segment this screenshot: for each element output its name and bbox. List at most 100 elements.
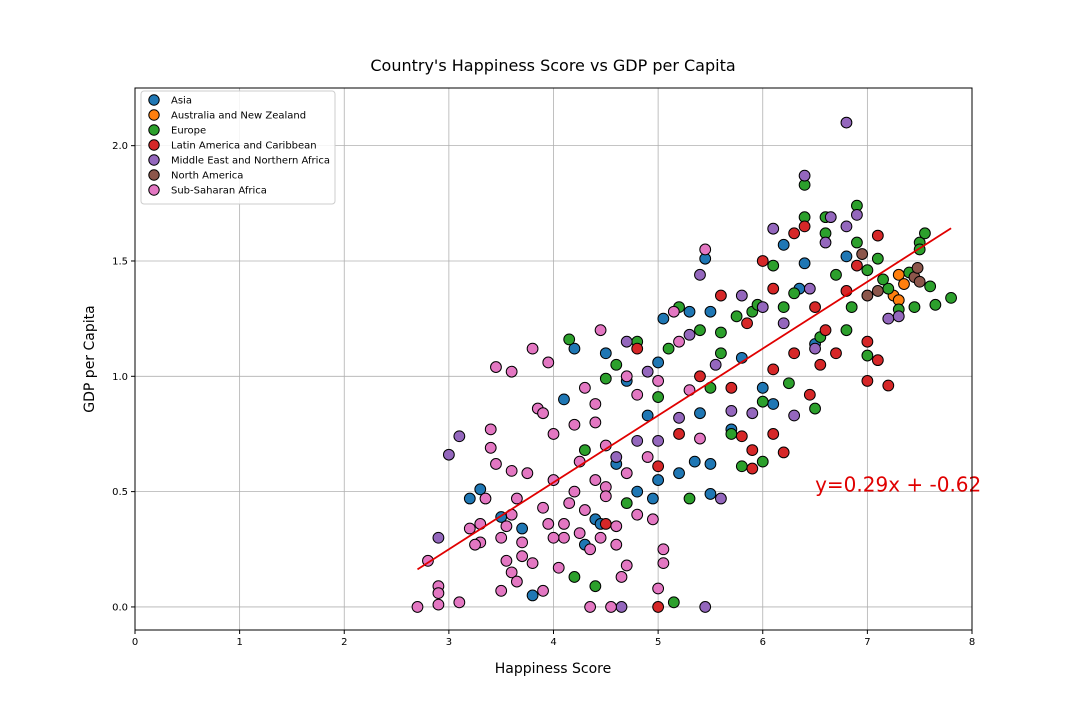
- data-point: [500, 554, 513, 567]
- legend: Asia Australia and New Zealand Europe Latin…: [140, 90, 336, 205]
- data-point: [631, 508, 644, 521]
- data-point: [631, 485, 644, 498]
- data-point: [605, 601, 617, 613]
- data-point: [599, 372, 612, 385]
- data-point: [756, 255, 769, 267]
- data-point: [694, 324, 706, 337]
- data-point: [788, 409, 801, 422]
- y-tick-label: 2.0: [112, 141, 128, 152]
- data-point: [673, 411, 685, 424]
- data-point: [589, 580, 602, 593]
- legend-label: Middle East and Northern Africa: [171, 156, 330, 167]
- data-point: [746, 444, 759, 457]
- data-point: [510, 575, 523, 588]
- data-point: [474, 483, 487, 496]
- x-tick-label: 2: [341, 637, 347, 648]
- data-point: [788, 287, 801, 300]
- data-point: [746, 462, 759, 475]
- x-tick-label: 7: [864, 637, 870, 648]
- data-point: [652, 356, 665, 369]
- data-point: [490, 361, 502, 373]
- trend-line: [417, 227, 952, 571]
- legend-label: Europe: [171, 126, 206, 137]
- data-point: [788, 347, 801, 360]
- data-point: [767, 259, 780, 272]
- legend-marker: [148, 109, 160, 121]
- data-point: [715, 492, 727, 505]
- data-point: [646, 513, 659, 526]
- data-point: [411, 601, 424, 613]
- data-point: [657, 543, 670, 556]
- data-point: [667, 305, 680, 318]
- data-point: [715, 326, 727, 339]
- data-point: [631, 434, 644, 447]
- data-point: [537, 501, 549, 514]
- data-point: [735, 430, 748, 443]
- data-point: [673, 428, 685, 440]
- data-point: [908, 301, 921, 314]
- data-point: [877, 273, 889, 286]
- x-tick-label: 1: [236, 637, 242, 648]
- data-point: [584, 601, 597, 613]
- data-point: [505, 365, 518, 378]
- data-point: [542, 356, 555, 369]
- data-point: [777, 317, 790, 330]
- data-point: [568, 418, 581, 431]
- y-axis-label: GDP per Capita: [82, 305, 98, 412]
- data-point: [558, 393, 570, 406]
- data-point: [563, 497, 576, 510]
- data-point: [594, 324, 607, 337]
- data-point: [521, 467, 534, 480]
- data-point: [798, 169, 811, 182]
- data-point: [871, 285, 884, 297]
- data-point: [641, 451, 654, 463]
- data-point: [741, 317, 753, 330]
- data-point: [641, 409, 654, 422]
- data-point: [929, 298, 942, 311]
- data-point: [500, 520, 513, 533]
- data-point: [861, 289, 874, 302]
- data-point: [578, 381, 591, 394]
- data-point: [599, 347, 612, 360]
- data-point: [798, 257, 811, 270]
- data-point: [620, 497, 633, 510]
- data-point: [756, 395, 769, 408]
- data-point: [840, 220, 853, 233]
- data-point: [767, 428, 780, 440]
- data-point: [840, 116, 853, 129]
- data-point: [667, 596, 680, 609]
- legend-label: North America: [171, 171, 243, 182]
- legend-marker: [148, 154, 160, 166]
- legend-marker: [148, 139, 160, 151]
- data-point: [704, 458, 717, 470]
- series-sub-saharan-africa: [411, 243, 712, 613]
- legend-label: Asia: [171, 96, 192, 107]
- data-point: [610, 520, 623, 533]
- data-point: [861, 264, 874, 277]
- data-point: [453, 596, 466, 609]
- x-tick-label: 6: [760, 637, 766, 648]
- data-point: [568, 571, 581, 583]
- data-point: [631, 388, 644, 401]
- data-point: [861, 335, 874, 348]
- data-point: [584, 543, 597, 556]
- data-point: [683, 305, 696, 318]
- data-point: [798, 220, 811, 233]
- data-point: [610, 358, 623, 371]
- data-point: [479, 492, 492, 505]
- data-point: [615, 601, 628, 613]
- trend-equation-label: y=0.29x + -0.62: [815, 473, 981, 497]
- data-point: [694, 432, 706, 445]
- data-point: [573, 527, 586, 540]
- data-point: [830, 268, 842, 281]
- data-point: [558, 531, 570, 544]
- data-point: [777, 238, 790, 251]
- x-tick-label: 0: [132, 637, 138, 648]
- data-point: [620, 467, 633, 480]
- data-point: [589, 398, 602, 410]
- data-point: [783, 377, 795, 390]
- y-tick-label: 1.5: [112, 256, 128, 267]
- data-point: [871, 229, 884, 242]
- legend-marker: [148, 94, 160, 106]
